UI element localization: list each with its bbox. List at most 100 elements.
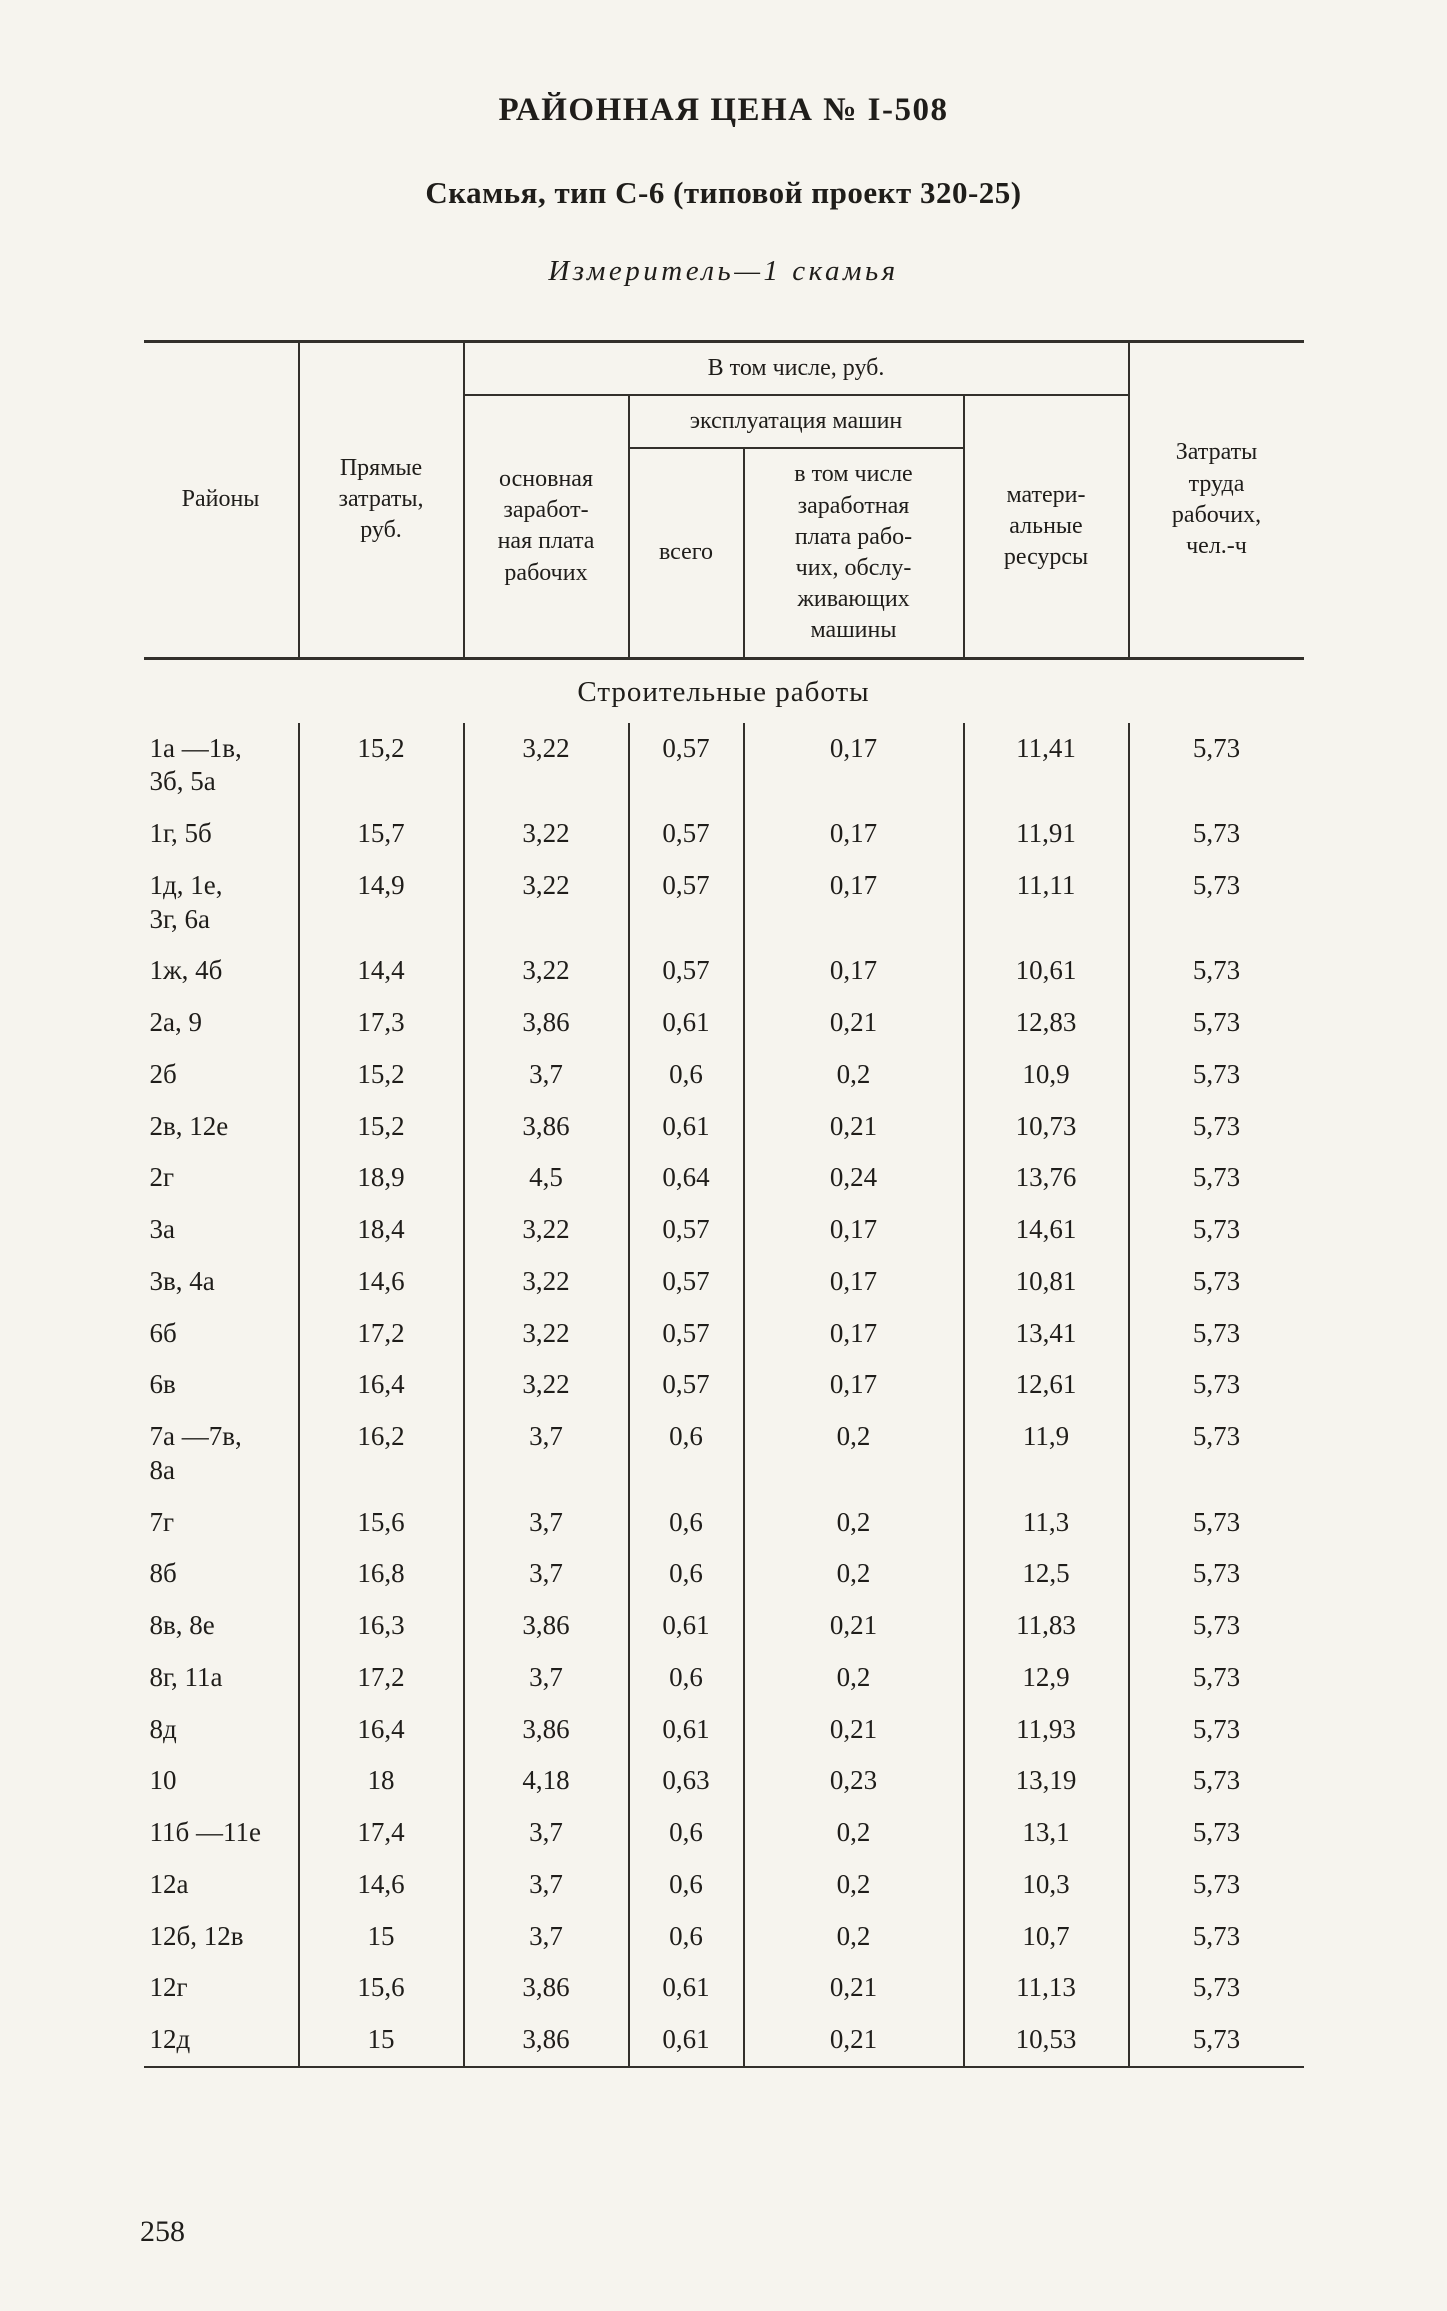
value-cell: 0,2 [742,1858,964,1911]
table-row: 12г 15,6 3,86 0,61 0,21 11,13 5,73 [144,1962,1304,2014]
value-cell: 15 [297,2014,464,2067]
value-cell: 3,22 [462,1204,629,1256]
header-row-2: основная заработ- ная плата рабочих эксп… [144,395,1304,658]
value-cell: 10,81 [962,1255,1129,1308]
region-cell: 6б [149,1317,177,1348]
value-cell: 5,73 [1127,1359,1304,1411]
value-cell: 18,4 [297,1204,464,1256]
table-row: 12б, 12в 15 3,7 0,6 0,2 10,7 5,73 [144,1910,1304,1963]
value-cell: 10,53 [962,2014,1129,2067]
value-cell: 0,17 [742,1204,964,1256]
value-cell: 11,91 [962,808,1129,860]
value-cell: 16,2 [297,1411,464,1497]
region-cell: 2б [149,1058,177,1089]
value-cell: 0,2 [742,1807,964,1859]
value-cell: 3,86 [462,2014,629,2067]
value-cell: 0,17 [742,1255,964,1308]
value-cell: 0,2 [742,1651,964,1704]
value-cell: 15,6 [297,1962,464,2014]
value-cell: 0,21 [742,1100,964,1153]
value-cell: 0,21 [742,1962,964,2014]
value-cell: 10,9 [962,1048,1129,1101]
value-cell: 0,6 [627,1548,744,1600]
value-cell: 17,4 [297,1807,464,1859]
value-cell: 0,6 [627,1411,744,1497]
value-cell: 3,86 [462,1703,629,1756]
region-cell: 1а —1в, 3б, 5а [149,732,242,797]
page-subtitle: Скамья, тип С-6 (типовой проект 320-25) [425,175,1022,210]
value-cell: 5,73 [1127,1858,1304,1911]
value-cell: 11,93 [962,1703,1129,1756]
value-cell: 14,4 [297,945,464,997]
value-cell: 13,19 [962,1755,1129,1807]
value-cell: 3,7 [462,1496,629,1549]
header-material-resources: матери- альные ресурсы [962,395,1129,658]
value-cell: 0,61 [627,997,744,1049]
value-cell: 0,6 [627,1807,744,1859]
region-cell: 7а —7в, 8а [149,1421,242,1485]
value-cell: 5,73 [1127,722,1304,808]
table-row: 2в, 12е 15,2 3,86 0,61 0,21 10,73 5,73 [144,1100,1304,1153]
table-row: 6в 16,4 3,22 0,57 0,17 12,61 5,73 [144,1359,1304,1411]
value-cell: 0,61 [627,1600,744,1652]
table-row: 8б 16,8 3,7 0,6 0,2 12,5 5,73 [144,1548,1304,1600]
value-cell: 0,2 [742,1496,964,1549]
table-row: 2г 18,9 4,5 0,64 0,24 13,76 5,73 [144,1152,1304,1204]
header-including: В том числе, руб. [462,341,1129,397]
value-cell: 14,6 [297,1255,464,1308]
value-cell: 11,11 [962,859,1129,946]
table-row: 3а 18,4 3,22 0,57 0,17 14,61 5,73 [144,1204,1304,1256]
value-cell: 15,2 [297,1048,464,1101]
value-cell: 11,41 [962,722,1129,808]
value-cell: 18,9 [297,1152,464,1204]
value-cell: 0,17 [742,808,964,860]
value-cell: 0,23 [742,1755,964,1807]
section-header-row: Строительные работы [144,658,1304,723]
value-cell: 5,73 [1127,1548,1304,1600]
value-cell: 0,61 [627,2014,744,2067]
value-cell: 11,13 [962,1962,1129,2014]
value-cell: 0,2 [742,1048,964,1101]
value-cell: 14,9 [297,859,464,946]
table-row: 1д, 1е, 3г, 6а 14,9 3,22 0,57 0,17 11,11 5,73 [144,859,1304,946]
value-cell: 0,6 [627,1496,744,1549]
value-cell: 4,5 [462,1152,629,1204]
region-cell: 2в, 12е [149,1110,229,1141]
region-cell: 6в [149,1369,176,1400]
value-cell: 0,6 [627,1910,744,1963]
value-cell: 0,57 [627,1255,744,1308]
value-cell: 15,6 [297,1496,464,1549]
table-row: 7г 15,6 3,7 0,6 0,2 11,3 5,73 [144,1496,1304,1549]
value-cell: 15,7 [297,808,464,860]
value-cell: 5,73 [1127,859,1304,946]
value-cell: 16,8 [297,1548,464,1600]
value-cell: 11,83 [962,1600,1129,1652]
value-cell: 17,2 [297,1651,464,1704]
table-row: 2б 15,2 3,7 0,6 0,2 10,9 5,73 [144,1048,1304,1101]
value-cell: 3,86 [462,1100,629,1153]
value-cell: 0,2 [742,1910,964,1963]
value-cell: 14,61 [962,1204,1129,1256]
region-cell: 12д [149,2024,191,2054]
value-cell: 3,22 [462,808,629,860]
value-cell: 16,4 [297,1703,464,1756]
value-cell: 0,61 [627,1703,744,1756]
value-cell: 3,7 [462,1411,629,1497]
section-header: Строительные работы [577,675,870,708]
value-cell: 5,73 [1127,997,1304,1049]
value-cell: 0,57 [627,945,744,997]
header-direct-costs: Прямые затраты, руб. [297,341,464,658]
header-machine-operation: эксплуатация машин [627,395,964,450]
region-cell: 8г, 11а [149,1661,223,1692]
table-row: 12д 15 3,86 0,61 0,21 10,53 5,73 [144,2014,1304,2067]
value-cell: 10,3 [962,1858,1129,1911]
value-cell: 17,3 [297,997,464,1049]
region-cell: 2а, 9 [149,1007,202,1037]
header-row-3: всего в том числе заработная плата рабо-… [144,448,1304,658]
table-body: Строительные работы 1а —1в, 3б, 5а 15,2 3,… [144,658,1304,2067]
header-basic-wage: основная заработ- ная плата рабочих [462,395,629,658]
table-row: 3в, 4а 14,6 3,22 0,57 0,17 10,81 5,73 [144,1255,1304,1308]
value-cell: 17,2 [297,1307,464,1360]
value-cell: 0,17 [742,1307,964,1360]
value-cell: 0,6 [627,1858,744,1911]
